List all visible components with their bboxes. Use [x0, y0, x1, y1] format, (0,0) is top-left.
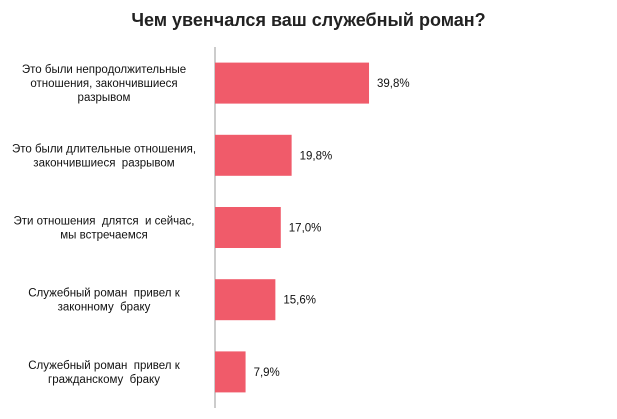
- chart-title: Чем увенчался ваш служебный роман?: [131, 10, 486, 30]
- category-label-line: разрывом: [78, 92, 131, 104]
- category-labels-group: Это были непродолжительные отношения, зак…: [12, 64, 196, 386]
- bar-5: [215, 351, 246, 393]
- category-label-line: Эти отношения длятся и сейчас,: [14, 216, 195, 228]
- category-label-line: отношения, закончившиеся: [30, 78, 177, 90]
- category-label-5: Служебный роман привел к гражданскому бра…: [28, 360, 180, 386]
- category-label-line: Это были непродолжительные: [22, 64, 186, 76]
- category-label-1: Это были непродолжительные отношения, зак…: [22, 64, 186, 104]
- category-label-line: закончившиеся разрывом: [33, 157, 174, 169]
- value-label-4: 15,6%: [283, 295, 316, 307]
- category-label-line: Служебный роман привел к: [28, 288, 180, 300]
- bar-1: [215, 62, 370, 104]
- category-label-line: гражданскому браку: [48, 374, 160, 386]
- category-label-line: Служебный роман привел к: [28, 360, 180, 372]
- category-label-line: мы встречаемся: [60, 230, 147, 242]
- bar-4: [215, 279, 276, 321]
- category-label-line: законному браку: [58, 302, 151, 314]
- category-label-line: Это были длительные отношения,: [12, 143, 196, 155]
- category-label-4: Служебный роман привел к законному браку: [28, 288, 180, 314]
- value-label-3: 17,0%: [289, 223, 322, 235]
- bar-3: [215, 207, 281, 248]
- bar-2: [215, 134, 292, 176]
- value-label-1: 39,8%: [377, 78, 410, 90]
- value-label-2: 19,8%: [300, 150, 333, 162]
- category-label-3: Эти отношения длятся и сейчас, мы встреча…: [14, 216, 195, 242]
- value-labels-group: 39,8% 19,8% 17,0% 15,6% 7,9%: [254, 78, 410, 379]
- category-label-2: Это были длительные отношения, закончивши…: [12, 143, 196, 169]
- value-label-5: 7,9%: [254, 367, 280, 379]
- bars-group: [215, 62, 370, 393]
